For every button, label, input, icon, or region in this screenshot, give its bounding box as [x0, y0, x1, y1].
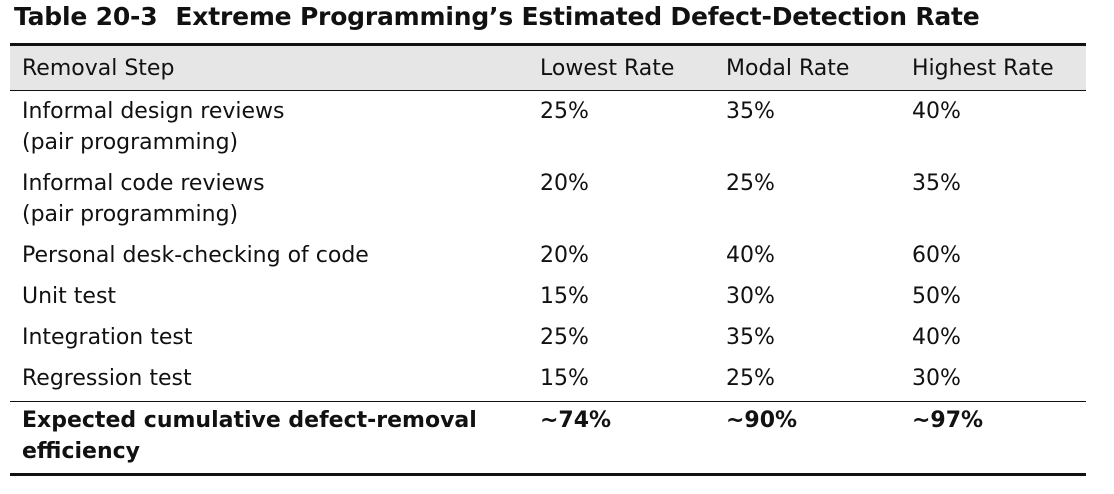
lowest-rate-cell: 15% [540, 366, 589, 391]
highest-rate-cell: 40% [912, 99, 961, 124]
removal-step-cell-line2: (pair programming) [22, 202, 239, 227]
removal-step-cell-line2: (pair programming) [22, 130, 239, 155]
modal-rate-cell: 25% [726, 171, 775, 196]
modal-rate-cell: 30% [726, 284, 775, 309]
total-label: Expected cumulative defect-removal [22, 408, 477, 433]
highest-rate-cell: 50% [912, 284, 961, 309]
total-highest-rate: ~97% [912, 408, 984, 433]
defect-detection-table: Removal Step Lowest Rate Modal Rate High… [10, 43, 1086, 476]
total-lowest-rate: ~74% [540, 408, 612, 433]
removal-step-cell: Informal code reviews [22, 171, 265, 196]
highest-rate-cell: 40% [912, 325, 961, 350]
table-header-row: Removal Step Lowest Rate Modal Rate High… [10, 46, 1086, 91]
lowest-rate-cell: 25% [540, 325, 589, 350]
table-row: Informal code reviews (pair programming)… [10, 165, 1086, 237]
header-lowest-rate: Lowest Rate [540, 56, 675, 81]
table-number: Table 20-3 [14, 2, 158, 31]
modal-rate-cell: 35% [726, 99, 775, 124]
lowest-rate-cell: 25% [540, 99, 589, 124]
table-row: Informal design reviews (pair programmin… [10, 91, 1086, 165]
table-row: Regression test 15% 25% 30% [10, 360, 1086, 401]
modal-rate-cell: 25% [726, 366, 775, 391]
removal-step-cell: Unit test [22, 284, 117, 309]
highest-rate-cell: 30% [912, 366, 961, 391]
table-row: Unit test 15% 30% 50% [10, 278, 1086, 319]
table-total-row: Expected cumulative defect-removal effic… [10, 401, 1086, 473]
total-modal-rate: ~90% [726, 408, 798, 433]
header-highest-rate: Highest Rate [912, 56, 1054, 81]
modal-rate-cell: 40% [726, 243, 775, 268]
removal-step-cell: Personal desk-checking of code [22, 243, 369, 268]
header-removal-step: Removal Step [22, 56, 175, 81]
highest-rate-cell: 60% [912, 243, 961, 268]
table-row: Integration test 25% 35% 40% [10, 319, 1086, 360]
removal-step-cell: Regression test [22, 366, 192, 391]
total-label-line2: efficiency [22, 439, 141, 464]
table-row: Personal desk-checking of code 20% 40% 6… [10, 237, 1086, 278]
table-caption: Table 20-3 Extreme Programming’s Estimate… [14, 2, 980, 31]
header-modal-rate: Modal Rate [726, 56, 850, 81]
highest-rate-cell: 35% [912, 171, 961, 196]
removal-step-cell: Informal design reviews [22, 99, 285, 124]
lowest-rate-cell: 20% [540, 243, 589, 268]
lowest-rate-cell: 15% [540, 284, 589, 309]
removal-step-cell: Integration test [22, 325, 193, 350]
lowest-rate-cell: 20% [540, 171, 589, 196]
modal-rate-cell: 35% [726, 325, 775, 350]
table-title: Extreme Programming’s Estimated Defect-D… [175, 2, 980, 31]
